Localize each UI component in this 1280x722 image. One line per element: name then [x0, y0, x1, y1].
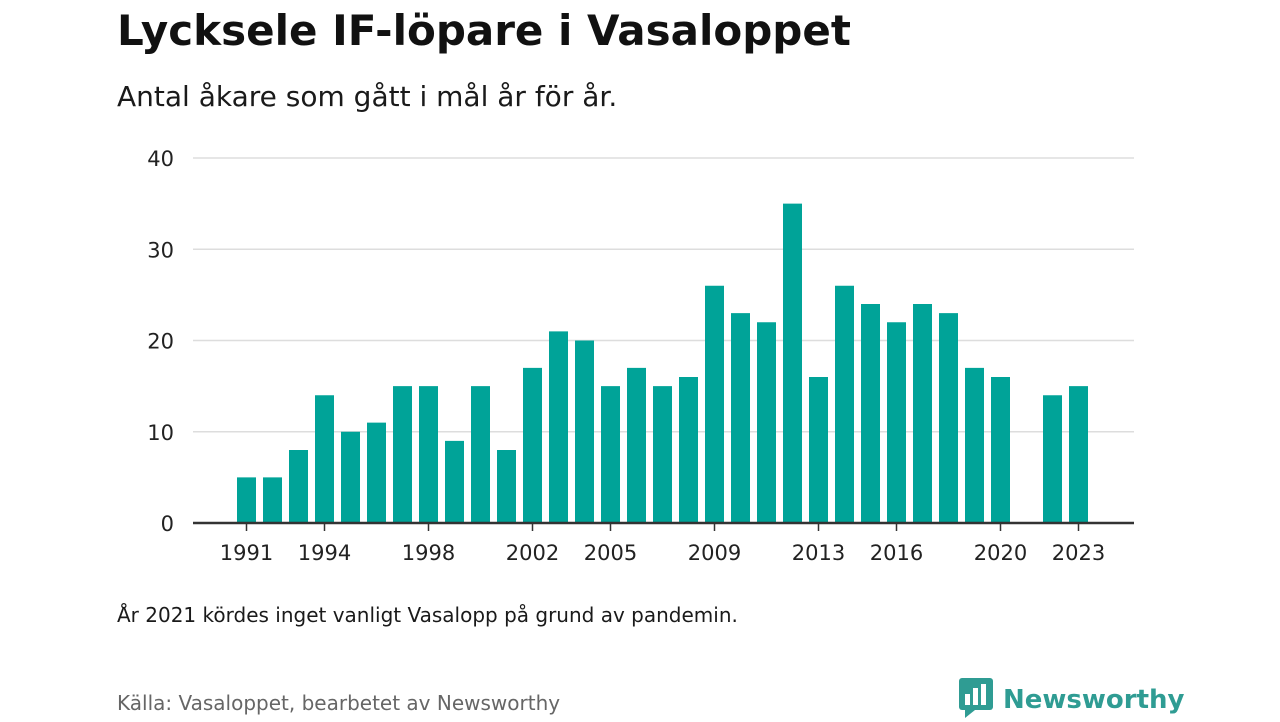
bar — [523, 367, 542, 523]
footnote: År 2021 kördes inget vanligt Vasalopp på… — [117, 603, 738, 627]
bar — [705, 285, 724, 523]
bar — [757, 322, 776, 523]
bar — [263, 477, 282, 523]
bar — [367, 422, 386, 523]
bar — [1069, 386, 1088, 523]
y-tick-label: 0 — [161, 512, 174, 536]
x-axis-ticks: 1991 1994 1998 2002 2005 2009 2013 2016 2020 2023 — [220, 523, 1105, 565]
bar — [991, 377, 1010, 523]
bar — [809, 377, 828, 523]
brand-name: Newsworthy — [1003, 685, 1185, 715]
bar — [497, 450, 516, 523]
bar-chart-speech-bubble-icon — [959, 678, 993, 722]
x-tick-label: 1991 — [220, 541, 273, 565]
bar — [679, 377, 698, 523]
x-tick-label: 1994 — [298, 541, 351, 565]
x-tick-label: 2009 — [688, 541, 741, 565]
bar — [419, 386, 438, 523]
y-axis-ticks: 0 10 20 30 40 — [147, 147, 174, 536]
chart-subtitle: Antal åkare som gått i mål år för år. — [117, 80, 618, 113]
x-tick-label: 1998 — [402, 541, 455, 565]
bar — [627, 367, 646, 523]
bar — [341, 431, 360, 523]
bar — [965, 367, 984, 523]
x-tick-label: 2020 — [974, 541, 1027, 565]
bar — [783, 203, 802, 523]
chart-title: Lycksele IF-löpare i Vasaloppet — [117, 6, 851, 55]
bar — [549, 331, 568, 523]
bar — [835, 285, 854, 523]
bar — [315, 395, 334, 523]
source-credit: Källa: Vasaloppet, bearbetet av Newswort… — [117, 691, 561, 715]
bar — [289, 450, 308, 523]
x-tick-label: 2023 — [1052, 541, 1105, 565]
y-tick-label: 30 — [147, 238, 174, 262]
bar — [731, 313, 750, 523]
x-tick-label: 2005 — [584, 541, 637, 565]
bar — [471, 386, 490, 523]
bar — [939, 313, 958, 523]
bar — [601, 386, 620, 523]
bar — [237, 477, 256, 523]
bar — [653, 386, 672, 523]
bar — [1043, 395, 1062, 523]
bars — [237, 203, 1088, 523]
x-tick-label: 2013 — [792, 541, 845, 565]
x-tick-label: 2002 — [506, 541, 559, 565]
brand-logo: Newsworthy — [959, 678, 1185, 722]
bar — [913, 304, 932, 523]
y-tick-label: 40 — [147, 147, 174, 171]
bar — [887, 322, 906, 523]
bar — [393, 386, 412, 523]
bar — [861, 304, 880, 523]
bar — [575, 340, 594, 523]
bar — [445, 440, 464, 523]
y-tick-label: 20 — [147, 330, 174, 354]
y-tick-label: 10 — [147, 421, 174, 445]
x-tick-label: 2016 — [870, 541, 923, 565]
